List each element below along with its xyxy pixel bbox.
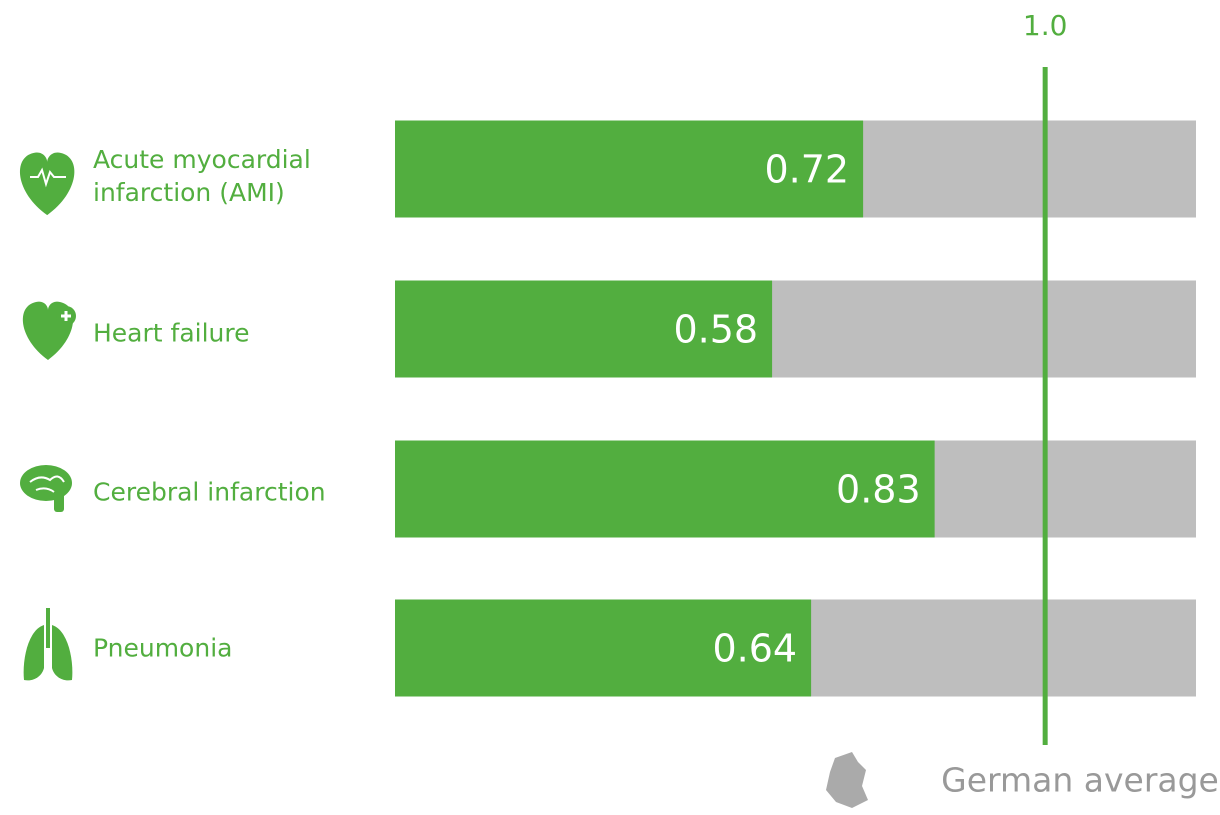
reference-icon: [826, 752, 868, 808]
category-label: Cerebral infarction: [93, 477, 326, 507]
brain-stem: [54, 490, 64, 512]
brain-icon: [20, 465, 72, 501]
brain-lines: [29, 475, 65, 493]
x-tick-label: 1.0: [1023, 9, 1068, 42]
bar: [395, 599, 812, 697]
bar: [395, 120, 864, 218]
plus: [61, 311, 71, 321]
value-label: 0.83: [836, 468, 921, 512]
bar: [395, 280, 773, 378]
heart-icon: [20, 152, 75, 216]
category-label: Heart failure: [93, 318, 250, 348]
value-label: 0.72: [765, 148, 850, 192]
trachea: [46, 608, 50, 648]
germany-icon: [826, 752, 868, 808]
category-label: Acute myocardial infarction (AMI): [93, 145, 311, 207]
icons: [20, 152, 76, 681]
lung-left: [23, 625, 44, 681]
lung-right: [52, 625, 73, 681]
reference-label: German average: [941, 761, 1219, 800]
value-label: 0.64: [712, 627, 797, 671]
value-label: 0.58: [673, 308, 758, 352]
bar: [395, 440, 935, 538]
category-label: Pneumonia: [93, 633, 233, 663]
pulse-icon: [30, 167, 66, 188]
